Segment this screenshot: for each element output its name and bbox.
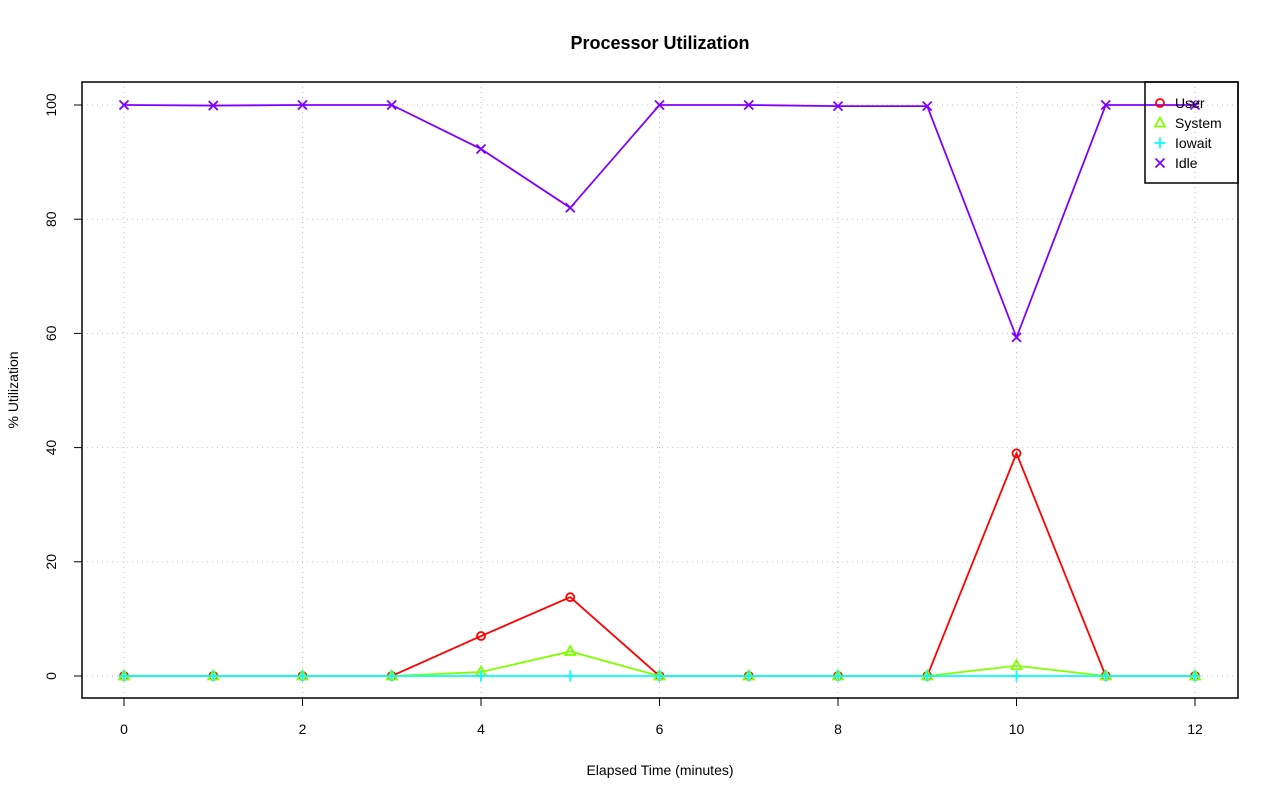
data-point-user xyxy=(565,592,576,603)
legend-marker-iowait xyxy=(1154,137,1166,149)
data-point-idle xyxy=(208,100,219,111)
plot-frame xyxy=(81,81,1239,699)
y-tick-label: 60 xyxy=(43,325,59,341)
data-point-idle xyxy=(297,99,308,111)
x-tick-label: 12 xyxy=(1187,721,1203,737)
y-tick-label: 80 xyxy=(43,211,59,227)
x-tick-label: 10 xyxy=(1009,721,1025,737)
data-point-iowait xyxy=(475,670,487,682)
x-tick-label: 2 xyxy=(299,721,307,737)
x-tick-label: 6 xyxy=(656,721,664,737)
y-tick-label: 0 xyxy=(43,672,59,680)
data-point-idle xyxy=(922,101,933,112)
data-point-user xyxy=(1011,448,1022,459)
data-point-iowait xyxy=(1100,670,1112,682)
data-point-iowait xyxy=(1011,670,1022,682)
series-iowait xyxy=(118,670,1201,682)
data-point-idle xyxy=(654,99,665,111)
data-point-idle xyxy=(118,99,130,111)
data-point-system xyxy=(563,644,577,656)
data-point-iowait xyxy=(207,670,219,682)
data-point-iowait xyxy=(743,670,755,682)
y-axis-label: % Utilization xyxy=(5,351,21,428)
y-tick-label: 100 xyxy=(43,93,59,117)
x-tick-label: 8 xyxy=(834,721,842,737)
data-point-iowait xyxy=(832,670,844,682)
legend-label-user: User xyxy=(1175,95,1205,111)
axes: 0 2 4 6 8 10 12 0 20 40 60 80 100 xyxy=(43,93,1203,737)
legend-marker-system xyxy=(1153,115,1167,128)
y-tick-label: 40 xyxy=(43,440,59,456)
legend-marker-idle xyxy=(1154,157,1166,169)
data-point-iowait xyxy=(654,670,665,682)
series-user xyxy=(119,448,1200,681)
series-group xyxy=(117,99,1202,682)
data-point-idle xyxy=(386,99,397,111)
data-point-idle xyxy=(832,101,844,112)
data-point-user xyxy=(476,631,486,641)
data-point-iowait xyxy=(1189,670,1201,682)
x-axis-label: Elapsed Time (minutes) xyxy=(586,762,733,778)
grid xyxy=(82,82,1238,698)
legend-label-idle: Idle xyxy=(1175,155,1198,171)
data-point-iowait xyxy=(564,670,576,682)
legend: User System Iowait Idle xyxy=(1144,81,1239,184)
x-tick-label: 0 xyxy=(120,721,128,737)
legend-marker-user xyxy=(1155,98,1165,108)
data-point-idle xyxy=(565,202,576,213)
x-tick-label: 4 xyxy=(477,721,485,737)
data-point-idle xyxy=(1011,332,1022,343)
data-point-iowait xyxy=(118,670,130,682)
data-point-idle xyxy=(743,99,754,111)
series-idle xyxy=(118,99,1201,343)
chart-title: Processor Utilization xyxy=(570,33,749,53)
legend-label-system: System xyxy=(1175,115,1222,131)
y-tick-label: 20 xyxy=(43,554,59,570)
data-point-idle xyxy=(475,143,487,155)
data-point-idle xyxy=(1100,99,1111,111)
data-point-iowait xyxy=(297,670,308,682)
legend-box xyxy=(1144,81,1239,184)
data-point-system xyxy=(1009,658,1024,671)
data-point-iowait xyxy=(386,670,398,682)
legend-label-iowait: Iowait xyxy=(1175,135,1212,151)
data-point-iowait xyxy=(921,670,933,682)
data-point-idle xyxy=(1189,99,1201,111)
